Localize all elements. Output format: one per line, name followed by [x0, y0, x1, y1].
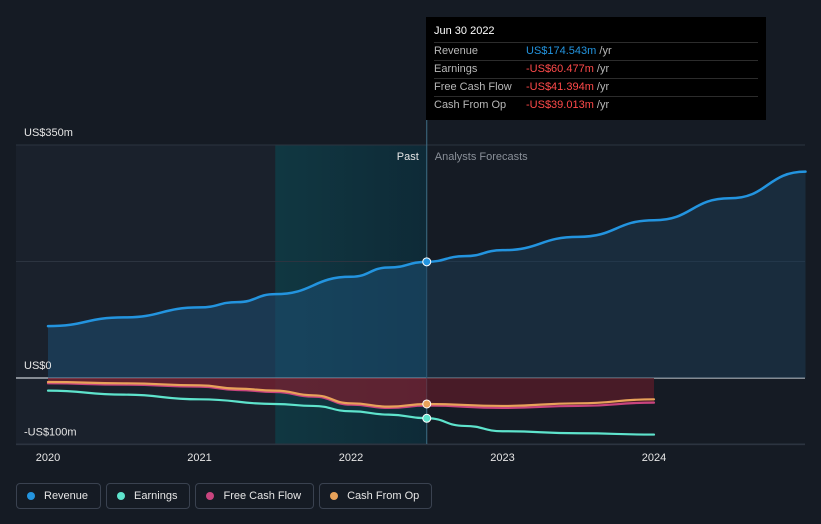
tooltip-unit: /yr — [593, 63, 610, 75]
legend-label: Cash From Op — [347, 490, 420, 502]
legend-label: Earnings — [134, 490, 178, 502]
free-cash-flow-dot-icon — [206, 492, 215, 500]
legend-item-revenue[interactable]: Revenue — [16, 483, 102, 509]
tooltip-label: Free Cash Flow — [434, 81, 512, 93]
revenue-dot-icon — [27, 492, 35, 500]
tooltip-value: -US$60.477m — [526, 63, 594, 75]
revenue-area-past — [48, 261, 427, 378]
y-tick-label: US$350m — [24, 127, 73, 139]
legend-item-cash-from-op[interactable]: Cash From Op — [319, 483, 433, 509]
tooltip-row-earnings: Earnings -US$60.477m /yr — [434, 60, 758, 78]
x-tick-label: 2021 — [187, 452, 211, 464]
x-tick-label: 2020 — [36, 452, 60, 464]
tooltip-unit: /yr — [593, 81, 610, 93]
forecast-label: Analysts Forecasts — [435, 151, 528, 163]
cash-from-op-line — [46, 380, 656, 408]
legend-item-earnings[interactable]: Earnings — [106, 483, 191, 509]
earnings-dot-icon — [117, 492, 126, 500]
y-tick-label: -US$100m — [24, 427, 77, 439]
tooltip-row-free-cash-flow: Free Cash Flow -US$41.394m /yr — [434, 78, 758, 96]
tooltip-value: US$174.543m — [526, 45, 597, 57]
tooltip-date: Jun 30 2022 — [434, 25, 495, 37]
legend: Revenue Earnings Free Cash Flow Cash Fro… — [16, 483, 433, 509]
revenue-marker — [422, 257, 432, 267]
x-tick-label: 2024 — [642, 452, 666, 464]
past-label: Past — [397, 151, 419, 163]
cash-from-op-marker — [422, 399, 432, 409]
tooltip-value: -US$41.394m — [526, 81, 594, 93]
revenue-line — [46, 170, 807, 328]
legend-label: Revenue — [44, 490, 89, 502]
legend-label: Free Cash Flow — [223, 490, 302, 502]
tooltip-label: Cash From Op — [434, 99, 507, 111]
tooltip-row-revenue: Revenue US$174.543m /yr — [434, 42, 758, 60]
y-tick-label: US$0 — [24, 360, 52, 372]
tooltip-label: Revenue — [434, 45, 479, 57]
negative-area-forecast — [426, 378, 654, 408]
tooltip-value: -US$39.013m — [526, 99, 594, 111]
earnings-marker — [422, 413, 432, 423]
tooltip-unit: /yr — [593, 99, 610, 111]
tooltip-label: Earnings — [434, 63, 478, 75]
tooltip-row-cash-from-op: Cash From Op -US$39.013m /yr — [434, 96, 758, 114]
tooltip: Jun 30 2022 Revenue US$174.543m /yr Earn… — [426, 17, 766, 120]
x-tick-label: 2022 — [339, 452, 363, 464]
cash-from-op-dot-icon — [330, 492, 339, 500]
legend-item-free-cash-flow[interactable]: Free Cash Flow — [195, 483, 315, 509]
x-tick-label: 2023 — [490, 452, 514, 464]
earnings-line — [46, 389, 656, 436]
revenue-area-forecast — [426, 171, 806, 378]
free-cash-flow-line — [46, 382, 656, 410]
tooltip-unit: /yr — [596, 45, 612, 57]
